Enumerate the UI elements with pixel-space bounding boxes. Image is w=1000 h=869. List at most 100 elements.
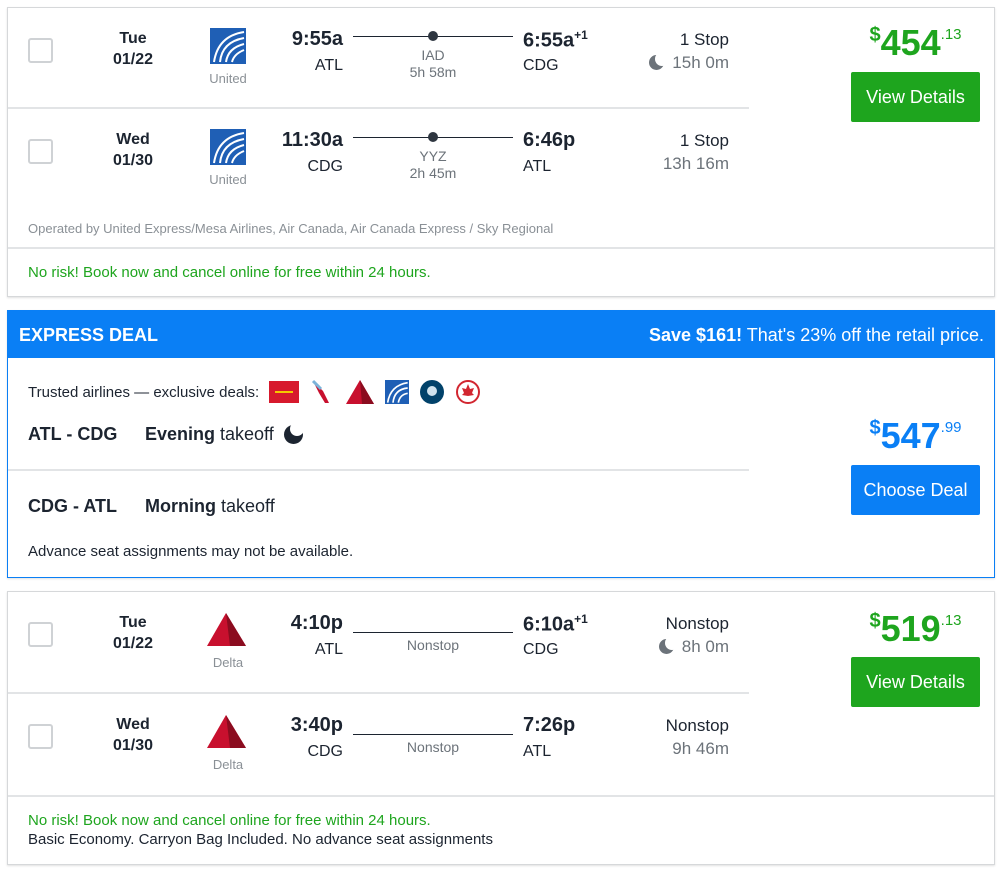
- departure-airport: CDG: [307, 743, 343, 760]
- time-of-day: Morning: [145, 496, 216, 516]
- departure-airport: ATL: [314, 57, 343, 74]
- takeoff-time: Morning takeoff: [145, 496, 275, 517]
- operated-by: Operated by United Express/Mesa Airlines…: [28, 221, 554, 236]
- date: 01/22: [112, 51, 154, 68]
- stops: Nonstop: [665, 716, 729, 735]
- time-of-day: Evening: [145, 424, 216, 444]
- outbound-deal-leg: ATL - CDG Evening takeoff: [28, 422, 311, 445]
- date: 01/22: [112, 635, 154, 652]
- alaska-icon: [420, 380, 445, 404]
- delta-logo-icon: [207, 613, 246, 646]
- currency: $: [869, 417, 881, 439]
- flight-result-card: Tue 01/22 United 9:55a ATL IAD 5h 58m 6:55…: [7, 7, 995, 297]
- takeoff-label: takeoff: [215, 496, 275, 516]
- layover-duration: 2h 45m: [409, 165, 457, 181]
- price-cents: .99: [940, 419, 962, 436]
- route-line: [353, 632, 513, 633]
- day: Wed: [116, 131, 150, 148]
- arrival-time-value: 6:46p: [523, 129, 576, 151]
- choose-deal-button[interactable]: Choose Deal: [851, 465, 980, 515]
- stop-dot: [428, 132, 438, 142]
- iberia-icon: [269, 381, 300, 403]
- arrival-time-value: 7:26p: [523, 714, 576, 736]
- united-icon: [385, 380, 410, 404]
- price-dollars: 547: [880, 415, 941, 456]
- nonstop-label: Nonstop: [406, 739, 460, 755]
- view-details-button[interactable]: View Details: [851, 72, 980, 122]
- divider: [8, 107, 749, 109]
- savings-percent: That's 23% off the retail price.: [742, 325, 984, 345]
- route-line: [353, 734, 513, 735]
- flight-result-card: Tue 01/22 Delta 4:10p ATL Nonstop 6:10a+1…: [7, 591, 995, 865]
- arrival-time-value: 6:10a: [523, 613, 575, 636]
- trusted-airlines: Trusted airlines — exclusive deals:: [28, 379, 481, 405]
- departure-time: 3:40p: [290, 714, 343, 736]
- layover-info: IAD 5h 58m: [353, 47, 513, 81]
- duration: 15h 0m: [649, 52, 729, 73]
- departure-airport: ATL: [314, 641, 343, 658]
- leg-date: Tue 01/22: [93, 612, 173, 654]
- date: 01/30: [112, 737, 154, 754]
- stop-dot: [428, 31, 438, 41]
- airline-name: Delta: [212, 655, 244, 670]
- day: Tue: [119, 614, 147, 631]
- airline-name: United: [209, 71, 247, 86]
- route: ATL - CDG: [28, 424, 118, 444]
- arrival-time: 7:26p: [523, 714, 575, 737]
- departure-airport: CDG: [307, 158, 343, 175]
- flight-leg-return: Wed 01/30 Delta 3:40p CDG Nonstop 7:26p A…: [8, 694, 996, 794]
- no-risk-message: No risk! Book now and cancel online for …: [28, 812, 431, 829]
- takeoff-label: takeoff: [215, 424, 274, 444]
- delta-icon: [346, 380, 375, 404]
- arrival-time: 6:10a+1: [523, 612, 588, 637]
- arrival-airport: CDG: [523, 641, 559, 658]
- leg-checkbox[interactable]: [28, 724, 53, 749]
- arrival-airport: CDG: [523, 57, 559, 74]
- divider: [8, 692, 749, 694]
- duration-value: 8h 0m: [681, 637, 729, 656]
- arrival-airport: ATL: [523, 743, 552, 760]
- price-dollars: 519: [880, 608, 941, 649]
- arrival-airport: ATL: [523, 158, 552, 175]
- date: 01/30: [112, 152, 154, 169]
- stops: 1 Stop: [679, 131, 729, 150]
- layover-airport: IAD: [421, 47, 445, 63]
- duration-value: 15h 0m: [672, 53, 729, 72]
- leg-date: Wed 01/30: [93, 129, 173, 171]
- layover-duration: 5h 58m: [409, 64, 457, 80]
- airline-name: Delta: [212, 757, 244, 772]
- day-offset: +1: [574, 28, 588, 42]
- route: CDG - ATL: [28, 496, 117, 516]
- flight-leg-return: Wed 01/30 United 11:30a CDG YYZ 2h 45m 6:4…: [8, 109, 996, 209]
- savings-amount: Save $161!: [649, 325, 743, 345]
- nonstop-label: Nonstop: [406, 637, 460, 653]
- return-deal-leg: CDG - ATL Morning takeoff: [28, 496, 275, 517]
- divider: [8, 247, 994, 249]
- delta-logo-icon: [207, 715, 246, 748]
- stops: Nonstop: [665, 614, 729, 633]
- divider: [8, 795, 994, 797]
- deal-price: $547.99: [838, 415, 993, 457]
- leg-date: Tue 01/22: [93, 28, 173, 70]
- arrival-time: 6:46p: [523, 129, 575, 152]
- savings-text: Save $161! That's 23% off the retail pri…: [649, 325, 984, 346]
- leg-checkbox[interactable]: [28, 139, 53, 164]
- leg-checkbox[interactable]: [28, 38, 53, 63]
- day-offset: +1: [574, 612, 588, 626]
- view-details-button[interactable]: View Details: [851, 657, 980, 707]
- stops: 1 Stop: [679, 30, 729, 49]
- moon-icon: [658, 636, 679, 654]
- departure-time: 4:10p: [290, 612, 343, 634]
- departure-time: 11:30a: [281, 129, 343, 151]
- price: $454.13: [838, 22, 993, 64]
- divider: [8, 469, 749, 471]
- price-dollars: 454: [880, 22, 941, 63]
- moon-icon: [283, 422, 304, 444]
- express-deal-card: EXPRESS DEAL Save $161! That's 23% off t…: [7, 310, 995, 578]
- leg-checkbox[interactable]: [28, 622, 53, 647]
- arrival-time-value: 6:55a: [523, 29, 575, 52]
- duration: 9h 46m: [672, 739, 729, 758]
- flight-leg-outbound: Tue 01/22 Delta 4:10p ATL Nonstop 6:10a+1…: [8, 592, 996, 692]
- seat-note: Advance seat assignments may not be avai…: [28, 543, 354, 560]
- american-icon: [312, 379, 330, 403]
